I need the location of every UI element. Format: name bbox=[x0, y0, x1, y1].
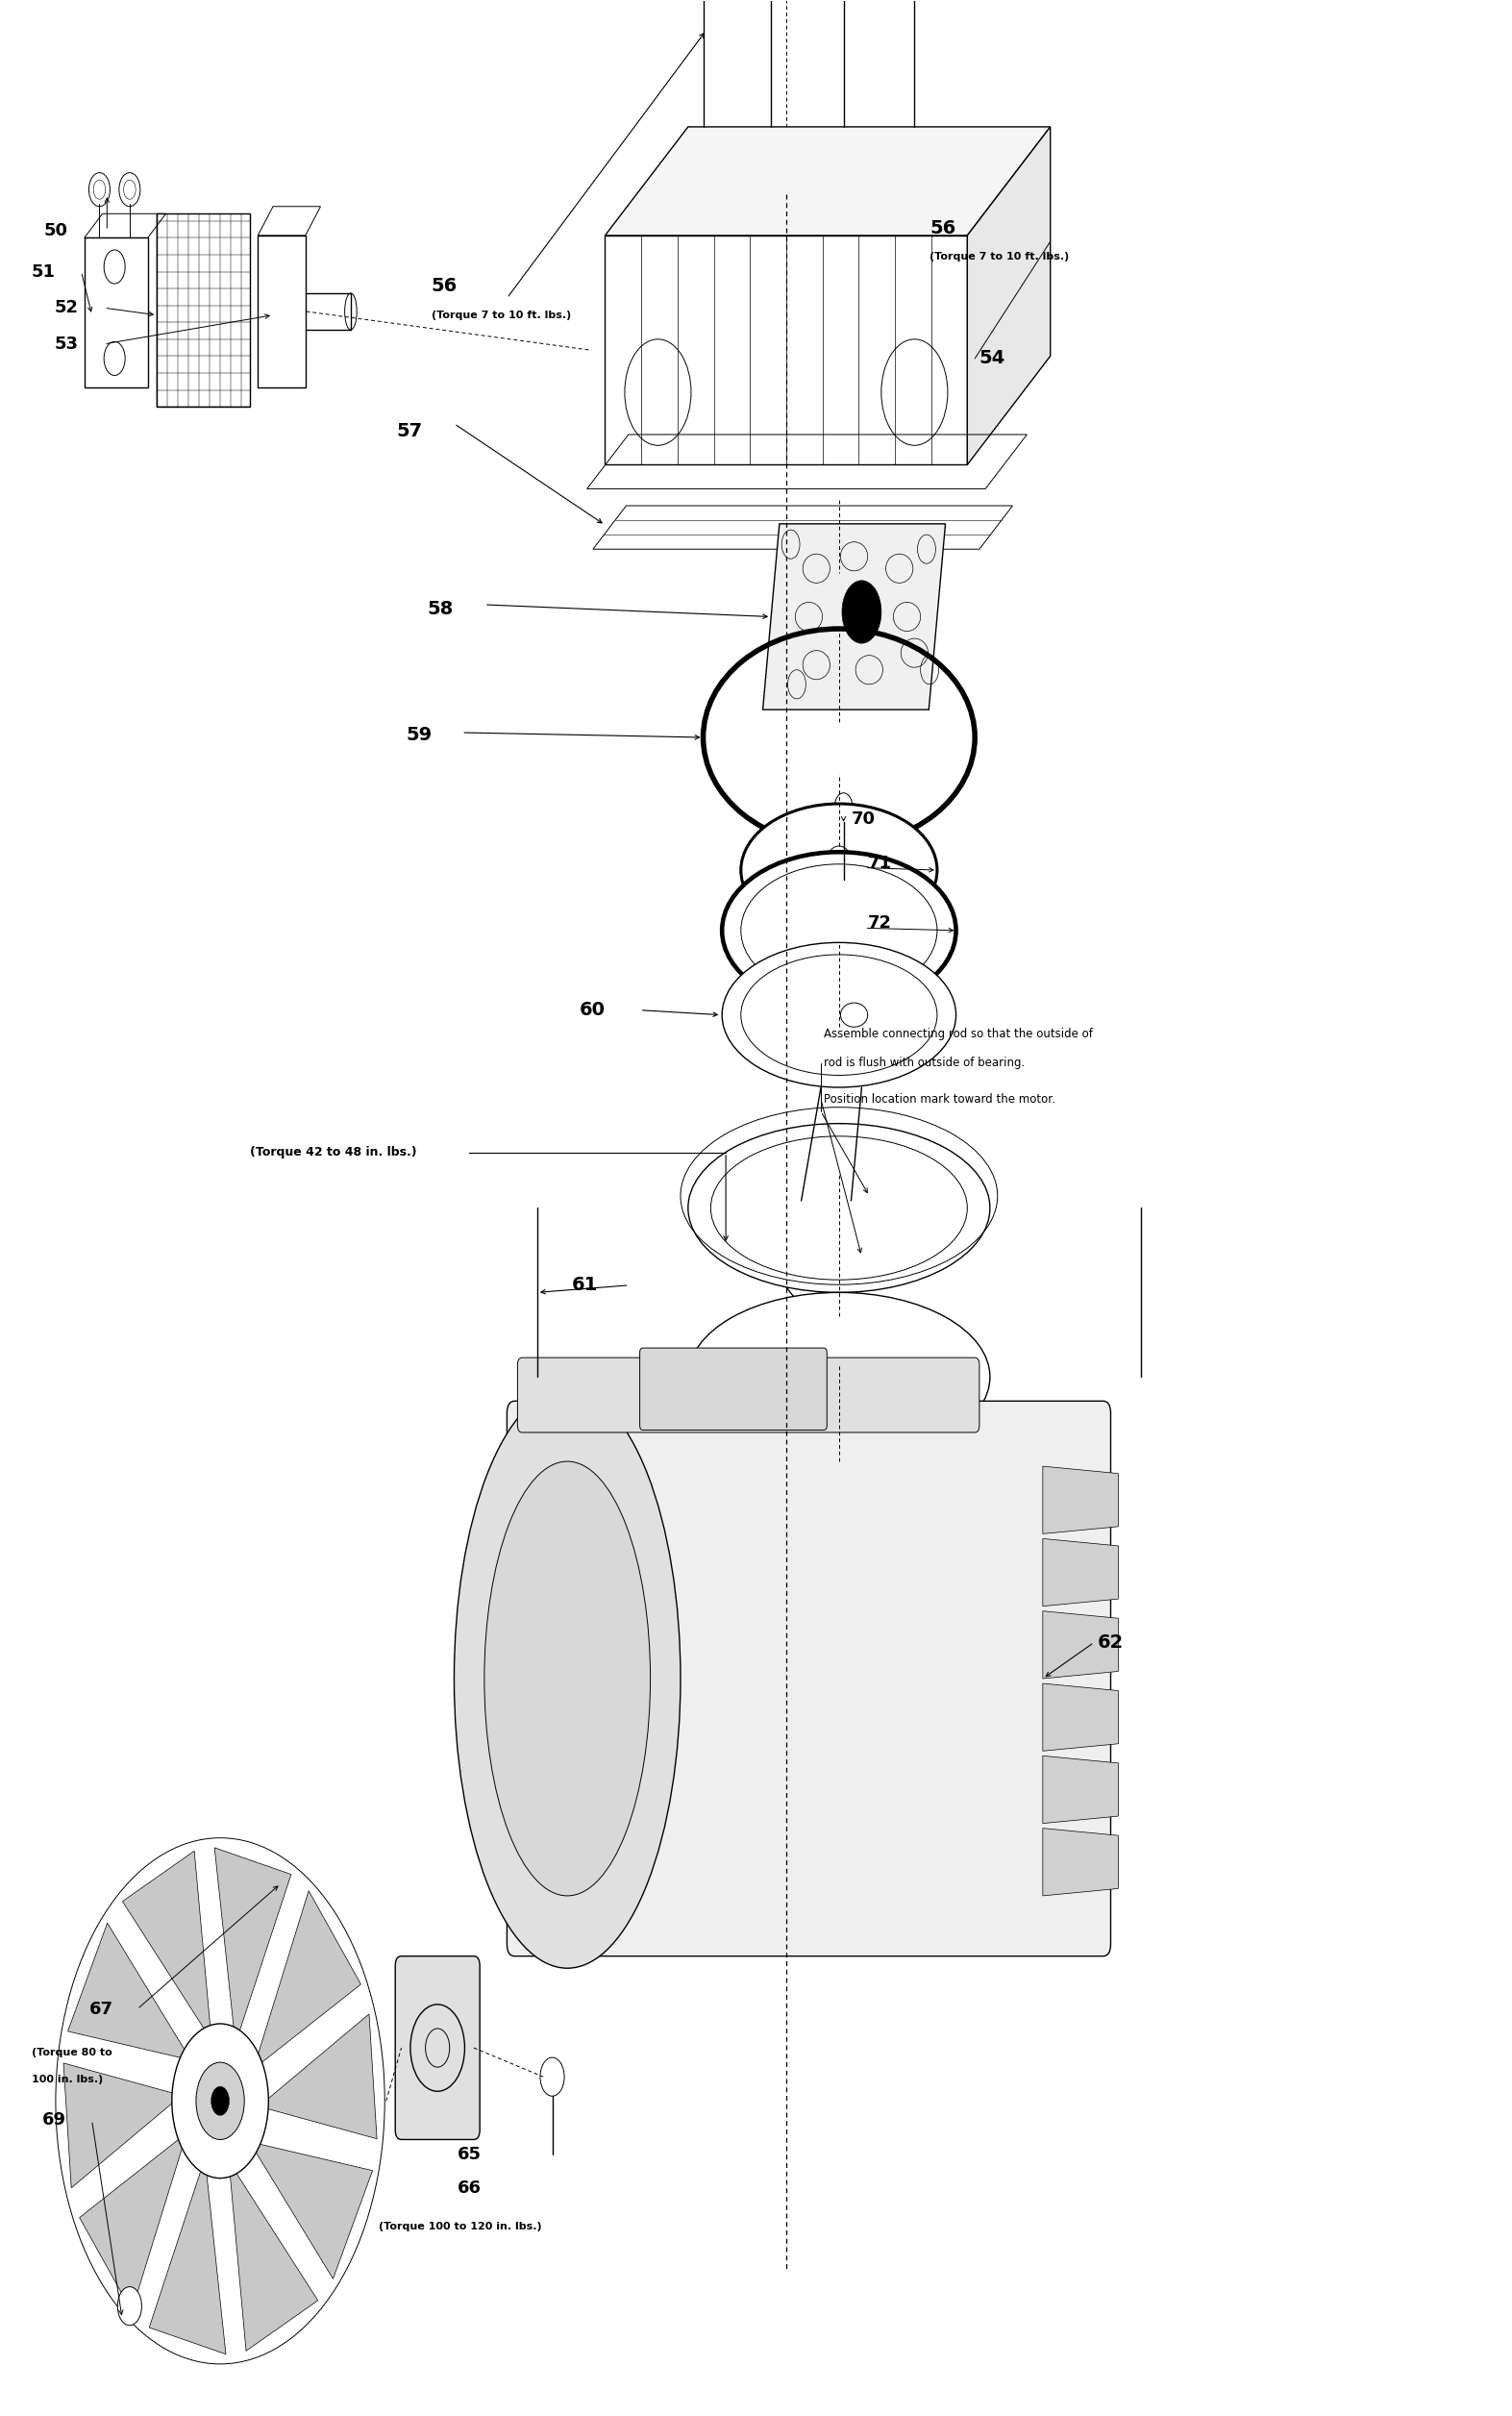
Text: 59: 59 bbox=[405, 725, 432, 744]
Text: 67: 67 bbox=[89, 2000, 113, 2017]
Text: Assemble connecting rod so that the outside of: Assemble connecting rod so that the outs… bbox=[824, 1027, 1093, 1041]
Text: 71: 71 bbox=[868, 855, 892, 872]
Text: rod is flush with outside of bearing.: rod is flush with outside of bearing. bbox=[824, 1056, 1025, 1070]
Ellipse shape bbox=[774, 1179, 872, 1309]
Ellipse shape bbox=[741, 865, 937, 998]
Polygon shape bbox=[257, 1892, 361, 2063]
Polygon shape bbox=[605, 126, 1051, 234]
Polygon shape bbox=[254, 2143, 372, 2278]
FancyBboxPatch shape bbox=[517, 1358, 980, 1433]
Text: 69: 69 bbox=[42, 2112, 67, 2128]
Text: 65: 65 bbox=[457, 2145, 481, 2162]
Text: (Torque 100 to 120 in. lbs.): (Torque 100 to 120 in. lbs.) bbox=[378, 2223, 541, 2232]
Text: 52: 52 bbox=[54, 300, 79, 316]
Ellipse shape bbox=[723, 942, 956, 1087]
Circle shape bbox=[786, 1160, 801, 1184]
Polygon shape bbox=[265, 2015, 376, 2138]
Circle shape bbox=[197, 2063, 245, 2141]
Text: 50: 50 bbox=[44, 222, 68, 239]
Polygon shape bbox=[1043, 1829, 1119, 1897]
Text: 58: 58 bbox=[426, 599, 454, 618]
Circle shape bbox=[212, 2087, 230, 2116]
Ellipse shape bbox=[688, 1293, 990, 1462]
Polygon shape bbox=[122, 1851, 210, 2032]
Text: Position location mark toward the motor.: Position location mark toward the motor. bbox=[824, 1092, 1055, 1107]
Polygon shape bbox=[64, 2063, 175, 2189]
Text: 100 in. lbs.): 100 in. lbs.) bbox=[32, 2075, 103, 2085]
Circle shape bbox=[835, 792, 853, 821]
Text: 66: 66 bbox=[457, 2179, 481, 2196]
Text: 62: 62 bbox=[1098, 1633, 1123, 1653]
FancyBboxPatch shape bbox=[640, 1348, 827, 1430]
Circle shape bbox=[172, 2025, 269, 2179]
Text: (Torque 42 to 48 in. lbs.): (Torque 42 to 48 in. lbs.) bbox=[251, 1145, 417, 1160]
Polygon shape bbox=[68, 1923, 186, 2058]
Polygon shape bbox=[762, 524, 945, 710]
Text: 61: 61 bbox=[572, 1276, 599, 1295]
Text: 53: 53 bbox=[54, 336, 79, 353]
Text: (Torque 80 to: (Torque 80 to bbox=[32, 2049, 112, 2058]
Polygon shape bbox=[80, 2138, 183, 2312]
FancyBboxPatch shape bbox=[507, 1401, 1111, 1957]
Ellipse shape bbox=[741, 805, 937, 937]
Circle shape bbox=[118, 2288, 142, 2324]
Ellipse shape bbox=[454, 1389, 680, 1969]
Polygon shape bbox=[1043, 1539, 1119, 1607]
Text: 56: 56 bbox=[930, 220, 956, 237]
Text: 54: 54 bbox=[980, 350, 1005, 367]
Polygon shape bbox=[968, 126, 1051, 464]
Text: 57: 57 bbox=[396, 423, 423, 440]
Text: (Torque 7 to 10 ft. lbs.): (Torque 7 to 10 ft. lbs.) bbox=[431, 309, 572, 319]
Ellipse shape bbox=[723, 853, 956, 1010]
Circle shape bbox=[89, 172, 110, 205]
Text: (Torque 7 to 10 ft. lbs.): (Torque 7 to 10 ft. lbs.) bbox=[930, 251, 1069, 261]
Polygon shape bbox=[215, 1848, 292, 2034]
Polygon shape bbox=[230, 2170, 318, 2351]
Ellipse shape bbox=[484, 1462, 650, 1897]
Polygon shape bbox=[1043, 1756, 1119, 1824]
Text: 60: 60 bbox=[579, 1000, 605, 1020]
Text: 70: 70 bbox=[851, 812, 875, 829]
Text: 56: 56 bbox=[431, 278, 458, 295]
Circle shape bbox=[847, 1160, 862, 1184]
Polygon shape bbox=[1043, 1611, 1119, 1679]
Circle shape bbox=[119, 172, 141, 205]
Polygon shape bbox=[1043, 1684, 1119, 1752]
Polygon shape bbox=[1043, 1467, 1119, 1534]
Circle shape bbox=[540, 2058, 564, 2097]
Ellipse shape bbox=[688, 1123, 990, 1293]
Text: 72: 72 bbox=[868, 916, 892, 933]
Text: 51: 51 bbox=[32, 263, 56, 280]
Polygon shape bbox=[150, 2167, 225, 2353]
FancyBboxPatch shape bbox=[395, 1957, 479, 2141]
Circle shape bbox=[842, 580, 881, 643]
